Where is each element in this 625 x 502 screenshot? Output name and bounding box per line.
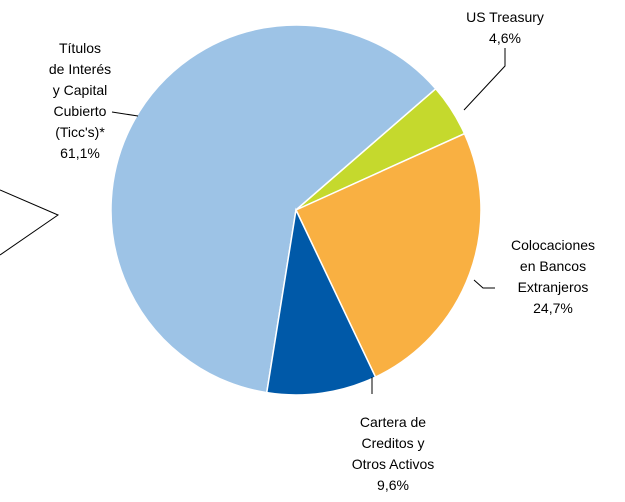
value-label: 24,7% — [533, 300, 573, 316]
value-label: 4,6% — [489, 30, 521, 46]
category-name: Títulos de Interés y Capital Cubierto (T… — [48, 40, 112, 140]
pie-slice — [294, 132, 482, 379]
leader-line — [111, 111, 139, 117]
value-label: 9,6% — [377, 477, 409, 493]
value-label: 61,1% — [60, 145, 100, 161]
category-name: Colocaciones en Bancos Extranjeros — [510, 237, 596, 295]
slice-label: Colocaciones en Bancos Extranjeros 24,7% — [483, 235, 623, 319]
slice-label: US Treasury 4,6% — [435, 7, 575, 49]
category-name: Cartera de Creditos y Otros Activos — [351, 414, 435, 472]
decor-callout — [0, 189, 60, 256]
leader-line — [463, 48, 506, 111]
category-name: US Treasury — [466, 9, 544, 25]
pie-slice — [110, 24, 437, 394]
slice-label: Títulos de Interés y Capital Cubierto (T… — [10, 38, 150, 164]
leader-line — [473, 279, 495, 289]
slice-label: Cartera de Creditos y Otros Activos 9,6% — [323, 412, 463, 496]
